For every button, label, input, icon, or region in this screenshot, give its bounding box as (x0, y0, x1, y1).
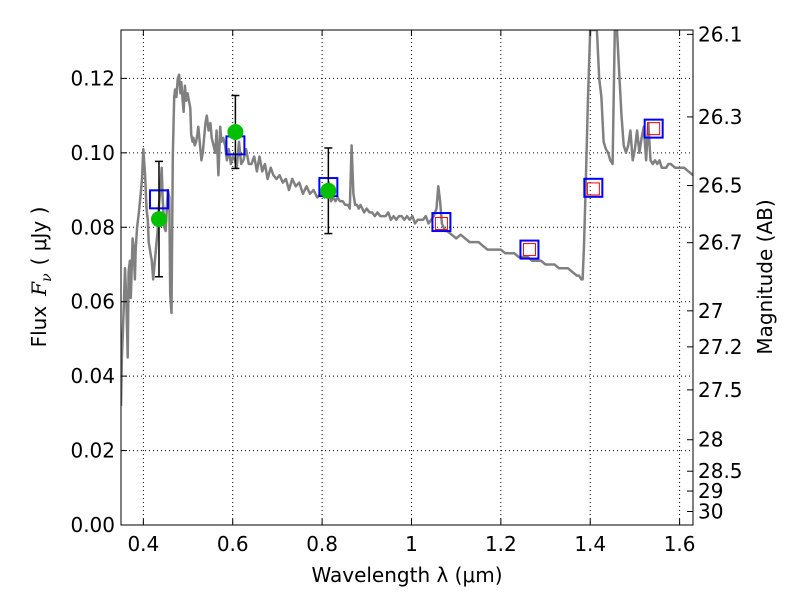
y2-tick-label: 28 (698, 428, 723, 452)
spectrum-layer (121, 30, 693, 406)
y-tick-label: 0.12 (70, 66, 115, 90)
model-photometry-marker (519, 239, 540, 260)
y2-tick-label: 29 (698, 479, 723, 503)
x-axis-title: Wavelength λ (μm) (311, 563, 502, 587)
x-tick-label: 0.4 (127, 532, 159, 556)
y-tick-label: 0.04 (70, 364, 115, 388)
y2-tick-label: 27 (698, 299, 723, 323)
y2-axis-title: Magnitude (AB) (753, 199, 777, 354)
x-axis: 0.4 0.6 0.8 1 1.2 1.4 1.6 (127, 30, 696, 556)
y-tick-label: 0.02 (70, 439, 115, 463)
y-tick-label: 0.06 (70, 290, 115, 314)
y-axis-title-subscript: ν (39, 273, 55, 282)
y-tick-label: 0.08 (70, 215, 115, 239)
model-photometry-marker (431, 212, 452, 233)
y-axis-title: Flux Fν ( μJy ) (27, 207, 55, 348)
y-axis-title-symbol: F (27, 281, 51, 297)
x-tick-label: 0.6 (217, 532, 249, 556)
y-axis-title-prefix: Flux (27, 306, 51, 348)
x-tick-label: 1 (405, 532, 418, 556)
y-axis: 0.00 0.02 0.04 0.06 0.08 0.10 0.12 (70, 66, 127, 537)
y2-tick-label: 26.5 (698, 174, 743, 198)
model-photometry-marker (583, 177, 604, 198)
x-tick-label: 1.2 (485, 532, 517, 556)
y2-tick-label: 26.7 (698, 231, 743, 255)
observed-photometry-marker (227, 123, 244, 140)
observed-photometry-marker (320, 182, 337, 199)
spectrum-line (121, 30, 693, 406)
y-axis-title-unit: ( μJy ) (27, 207, 51, 266)
y2-tick-label: 26.1 (698, 22, 743, 46)
model-photometry-marker (643, 118, 664, 139)
y-tick-label: 0.10 (70, 141, 115, 165)
x-tick-label: 0.8 (306, 532, 338, 556)
observed-photometry-marker (150, 211, 167, 228)
y-tick-label: 0.00 (70, 513, 115, 537)
upper-limit-marker (522, 243, 536, 257)
plot-frame (120, 29, 694, 526)
y2-tick-label: 27.5 (698, 378, 743, 402)
y2-tick-label: 26.3 (698, 105, 743, 129)
marker-layer (148, 94, 664, 278)
x-tick-label: 1.6 (664, 532, 696, 556)
upper-limit-marker (434, 217, 448, 231)
x-tick-label: 1.4 (574, 532, 606, 556)
upper-limit-marker (586, 182, 600, 196)
y2-tick-label: 27.2 (698, 335, 743, 359)
y2-tick-label: 28.5 (698, 459, 743, 483)
upper-limit-marker (647, 122, 661, 136)
y2-tick-label: 30 (698, 499, 723, 523)
